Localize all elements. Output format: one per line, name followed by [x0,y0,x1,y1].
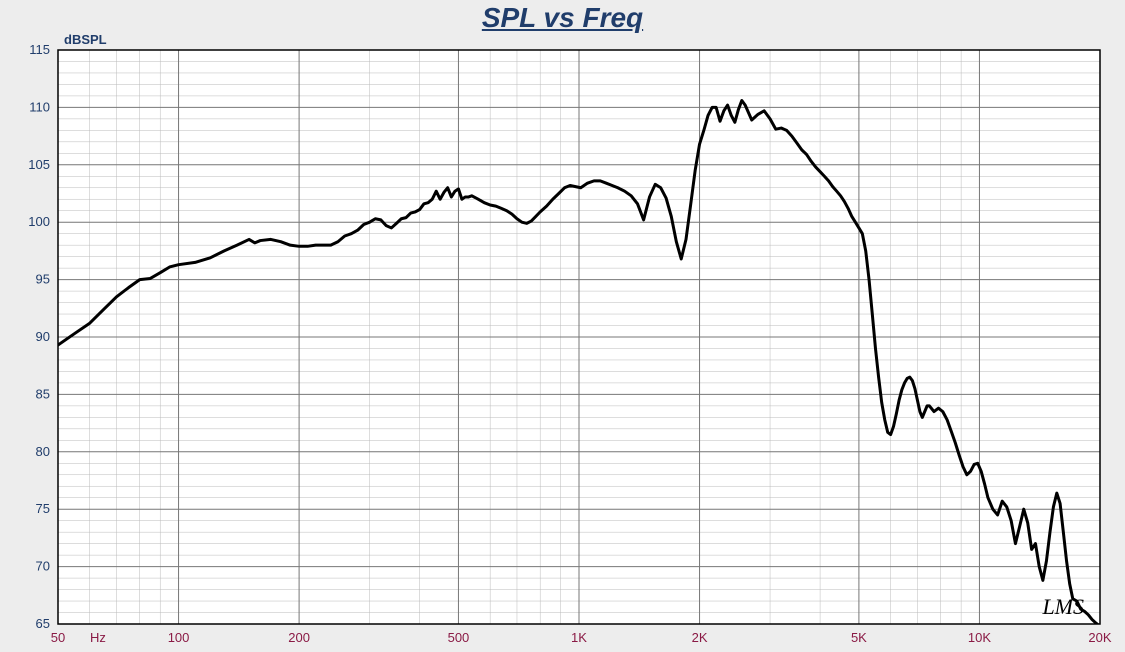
svg-text:20K: 20K [1088,630,1111,645]
svg-text:5K: 5K [851,630,867,645]
svg-text:70: 70 [36,559,50,574]
svg-text:500: 500 [448,630,470,645]
svg-text:115: 115 [29,42,50,57]
svg-text:dBSPL: dBSPL [64,32,107,47]
svg-text:95: 95 [36,272,50,287]
chart-container: SPL vs Freq 65 70 75 80 85 90 95 100 105 110 115 50… [0,0,1125,652]
svg-text:50: 50 [51,630,65,645]
svg-text:105: 105 [28,157,50,172]
svg-text:2K: 2K [692,630,708,645]
svg-text:65: 65 [36,616,50,631]
svg-text:200: 200 [288,630,310,645]
svg-text:100: 100 [28,214,50,229]
svg-text:85: 85 [36,386,50,401]
svg-text:110: 110 [29,99,50,114]
svg-text:1K: 1K [571,630,587,645]
svg-text:90: 90 [36,329,50,344]
chart-title: SPL vs Freq [0,2,1125,34]
svg-text:75: 75 [36,501,50,516]
svg-text:80: 80 [36,444,50,459]
svg-text:100: 100 [168,630,190,645]
spl-vs-freq-chart: 65 70 75 80 85 90 95 100 105 110 115 50 100 200 500 1K 2… [0,0,1125,652]
svg-text:LMS: LMS [1041,594,1084,619]
svg-text:Hz: Hz [90,630,106,645]
svg-text:10K: 10K [968,630,991,645]
